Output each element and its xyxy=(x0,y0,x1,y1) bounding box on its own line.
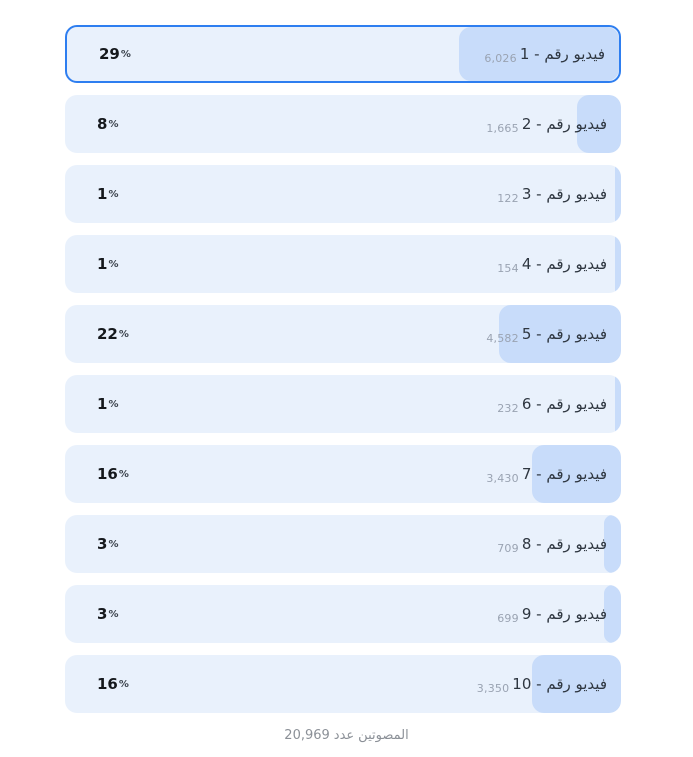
poll-option-selected[interactable]: فيديو رقم - 1 6,026 29% xyxy=(65,25,621,83)
poll-option-bar-fill xyxy=(615,375,621,433)
poll-option-label: فيديو رقم - 5 xyxy=(521,325,607,343)
poll-results-list: فيديو رقم - 1 6,026 29% فيديو رقم - 2 1,… xyxy=(65,25,621,713)
poll-option-label: فيديو رقم - 7 xyxy=(521,465,607,483)
poll-option-vote-count: 3,350 xyxy=(476,681,510,695)
poll-option-label: فيديو رقم - 6 xyxy=(521,395,607,413)
percent-value: 1 xyxy=(97,395,108,413)
poll-option-title: فيديو رقم - 9 699 xyxy=(497,605,607,625)
percent-value: 1 xyxy=(97,185,108,203)
poll-option-title: فيديو رقم - 1 6,026 xyxy=(484,45,605,65)
poll-option-title: فيديو رقم - 7 3,430 xyxy=(486,465,607,485)
poll-option-title: فيديو رقم - 5 4,582 xyxy=(486,325,607,345)
total-votes-label-word2: المصوتين xyxy=(358,728,409,743)
poll-option-percent: 1% xyxy=(97,185,118,203)
poll-option-label: فيديو رقم - 8 xyxy=(521,535,607,553)
poll-option-vote-count: 1,665 xyxy=(486,121,519,135)
percent-sign: % xyxy=(108,539,119,550)
poll-option-vote-count: 4,582 xyxy=(486,331,519,345)
percent-sign: % xyxy=(120,49,131,60)
poll-option[interactable]: فيديو رقم - 2 1,665 8% xyxy=(65,95,621,153)
poll-option[interactable]: فيديو رقم - 5 4,582 22% xyxy=(65,305,621,363)
poll-option-title: فيديو رقم - 3 122 xyxy=(497,185,607,205)
percent-sign: % xyxy=(118,329,129,340)
poll-option[interactable]: فيديو رقم - 8 709 3% xyxy=(65,515,621,573)
percent-sign: % xyxy=(108,119,119,130)
poll-option-percent: 16% xyxy=(97,465,129,483)
poll-option-vote-count: 709 xyxy=(497,541,519,555)
poll-option[interactable]: فيديو رقم - 3 122 1% xyxy=(65,165,621,223)
poll-total-votes: 20,969 عدد المصوتين xyxy=(0,728,693,743)
poll-option-vote-count: 232 xyxy=(497,401,519,415)
poll-option-bar-fill xyxy=(498,305,621,363)
poll-option-bar-fill xyxy=(532,445,621,503)
poll-option[interactable]: فيديو رقم - 7 3,430 16% xyxy=(65,445,621,503)
poll-option-bar-fill xyxy=(604,515,621,573)
poll-option-bar-fill xyxy=(532,655,621,713)
percent-sign: % xyxy=(118,469,129,480)
poll-option[interactable]: فيديو رقم - 9 699 3% xyxy=(65,585,621,643)
poll-option-title: فيديو رقم - 6 232 xyxy=(497,395,607,415)
poll-option-title: فيديو رقم - 4 154 xyxy=(497,255,607,275)
poll-option-title: فيديو رقم - 10 3,350 xyxy=(476,675,607,695)
percent-sign: % xyxy=(108,609,119,620)
total-votes-label-word1: عدد xyxy=(333,728,355,743)
poll-option[interactable]: فيديو رقم - 10 3,350 16% xyxy=(65,655,621,713)
percent-sign: % xyxy=(118,679,129,690)
poll-option-title: فيديو رقم - 2 1,665 xyxy=(486,115,607,135)
poll-option-percent: 8% xyxy=(97,115,118,133)
poll-option-label: فيديو رقم - 1 xyxy=(519,45,605,63)
percent-sign: % xyxy=(108,189,119,200)
percent-value: 3 xyxy=(97,535,108,553)
poll-option-title: فيديو رقم - 8 709 xyxy=(497,535,607,555)
poll-option-bar-fill xyxy=(458,27,619,81)
percent-sign: % xyxy=(108,399,119,410)
poll-option-bar-fill xyxy=(604,585,621,643)
percent-value: 29 xyxy=(99,45,120,63)
poll-option-vote-count: 6,026 xyxy=(484,51,517,65)
percent-value: 16 xyxy=(97,675,118,693)
poll-option-label: فيديو رقم - 10 xyxy=(512,675,607,693)
poll-option-bar-fill xyxy=(615,235,621,293)
poll-option-bar-fill xyxy=(576,95,621,153)
poll-option-label: فيديو رقم - 9 xyxy=(521,605,607,623)
poll-option-percent: 29% xyxy=(99,45,131,63)
total-votes-count: 20,969 xyxy=(284,728,330,743)
poll-option-percent: 22% xyxy=(97,325,129,343)
poll-option-percent: 1% xyxy=(97,395,118,413)
poll-option-vote-count: 3,430 xyxy=(486,471,519,485)
poll-option[interactable]: فيديو رقم - 6 232 1% xyxy=(65,375,621,433)
poll-option-vote-count: 154 xyxy=(497,261,519,275)
percent-value: 3 xyxy=(97,605,108,623)
poll-option-label: فيديو رقم - 4 xyxy=(521,255,607,273)
poll-option-percent: 3% xyxy=(97,535,118,553)
percent-value: 16 xyxy=(97,465,118,483)
percent-value: 1 xyxy=(97,255,108,273)
poll-option[interactable]: فيديو رقم - 4 154 1% xyxy=(65,235,621,293)
poll-option-percent: 16% xyxy=(97,675,129,693)
percent-value: 22 xyxy=(97,325,118,343)
poll-option-label: فيديو رقم - 3 xyxy=(521,185,607,203)
poll-option-percent: 3% xyxy=(97,605,118,623)
poll-option-bar-fill xyxy=(615,165,621,223)
poll-option-label: فيديو رقم - 2 xyxy=(521,115,607,133)
percent-value: 8 xyxy=(97,115,108,133)
poll-option-vote-count: 699 xyxy=(497,611,519,625)
percent-sign: % xyxy=(108,259,119,270)
poll-option-vote-count: 122 xyxy=(497,191,519,205)
poll-option-percent: 1% xyxy=(97,255,118,273)
